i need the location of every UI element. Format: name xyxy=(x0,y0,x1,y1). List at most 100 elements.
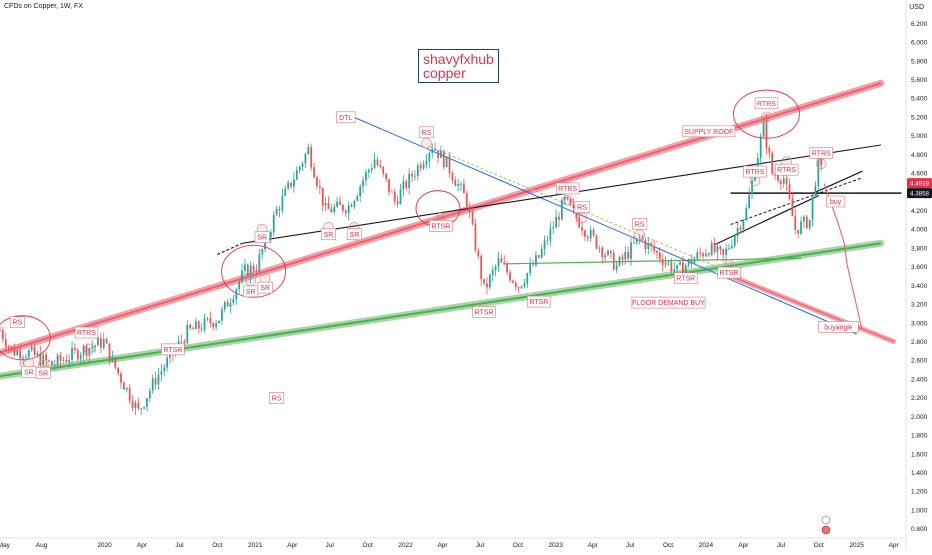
x-tick-label: 2025 xyxy=(849,542,864,549)
candle-body xyxy=(474,223,477,251)
candle-body xyxy=(491,270,494,275)
candle-body xyxy=(33,346,36,356)
candle-body xyxy=(483,278,485,284)
candle-body xyxy=(437,150,439,158)
candle-body xyxy=(696,252,699,259)
annotation: RTRS xyxy=(809,147,833,159)
candle-body xyxy=(212,323,215,327)
y-tick-label: 6.200 xyxy=(911,21,928,28)
candle-body xyxy=(707,253,710,256)
candle-body xyxy=(388,179,390,193)
candle-body xyxy=(710,242,713,256)
annotation-text: FLOOR DEMAND BUY xyxy=(632,300,705,307)
candle-body xyxy=(670,261,673,272)
y-tick-label: 3.400 xyxy=(911,283,928,290)
y-tick-label: 3.600 xyxy=(911,264,928,271)
candle-body xyxy=(607,250,609,256)
candle-body xyxy=(120,373,122,383)
candle-body xyxy=(419,165,422,169)
annotation: SR xyxy=(346,228,362,241)
candle-body xyxy=(589,230,592,239)
candle-body xyxy=(581,227,583,231)
candle-body xyxy=(595,235,598,249)
last-price-tag-box xyxy=(907,178,932,189)
candle-body xyxy=(97,337,99,346)
level-price-tag-text: 4.3858 xyxy=(910,191,929,198)
annotation: SR xyxy=(243,285,259,298)
candle-body xyxy=(428,153,431,162)
candle-body xyxy=(405,181,408,188)
annotation: RS xyxy=(574,201,590,213)
candle-body xyxy=(19,350,22,359)
y-tick-label: 3.800 xyxy=(911,245,928,252)
candle-body xyxy=(353,200,356,207)
candle-body xyxy=(771,152,774,174)
candle-body xyxy=(318,186,321,188)
x-tick-label: Apr xyxy=(889,542,900,549)
annotation-text: SR xyxy=(257,235,267,242)
candle-body xyxy=(94,345,96,347)
candle-body xyxy=(333,206,336,213)
candle-body xyxy=(425,161,428,165)
candle-body xyxy=(13,348,16,356)
candle-body xyxy=(157,374,160,385)
annotation-text: RTRS xyxy=(812,150,831,157)
annotation-text: RS xyxy=(635,221,645,228)
candle-body xyxy=(140,408,143,410)
candle-body xyxy=(609,250,612,253)
candle-body xyxy=(451,173,454,181)
candle-body xyxy=(146,398,148,408)
y-tick-label: 4.600 xyxy=(911,171,928,178)
range-support-line xyxy=(505,257,802,265)
candle-body xyxy=(111,357,114,362)
annotation: RTRS xyxy=(74,326,99,339)
candle-body xyxy=(434,148,436,151)
annotation: SR xyxy=(254,231,270,243)
candle-body xyxy=(457,184,460,186)
candle-body xyxy=(627,252,630,259)
candle-body xyxy=(454,180,457,186)
candle-body xyxy=(422,164,425,169)
zone-circle xyxy=(0,315,51,361)
annotation-box xyxy=(555,182,580,195)
x-tick-label: Oct xyxy=(212,542,222,549)
candle-body xyxy=(88,348,91,356)
candle-body xyxy=(414,175,416,177)
y-tick-label: 2.400 xyxy=(911,376,928,383)
candle-body xyxy=(195,321,197,330)
candle-body xyxy=(241,270,243,282)
candle-body xyxy=(693,258,696,264)
annotation: RTSR xyxy=(161,343,185,356)
x-tick-label: Jul xyxy=(626,542,635,549)
candle-body xyxy=(719,246,722,250)
annotation-box xyxy=(74,326,99,339)
annotation-box xyxy=(472,306,496,318)
candle-body xyxy=(448,156,451,174)
candle-body xyxy=(517,286,520,288)
candle-body xyxy=(385,173,388,180)
x-tick-label: Aug xyxy=(36,542,48,549)
candle-body xyxy=(546,240,549,242)
candle-body xyxy=(45,354,47,361)
candle-body xyxy=(411,173,413,177)
annotation-box xyxy=(717,266,741,279)
candle-body xyxy=(310,147,313,168)
candle-body xyxy=(523,283,526,287)
candle-body xyxy=(765,120,768,148)
candle-body xyxy=(261,249,264,255)
candle-body xyxy=(647,243,650,249)
candle-body xyxy=(777,175,779,181)
black-trend-extension xyxy=(217,242,243,255)
candle-body xyxy=(817,151,820,187)
candle-body xyxy=(808,219,811,229)
candle-body xyxy=(465,193,468,207)
x-tick-label: Jul xyxy=(326,542,335,549)
candle-body xyxy=(74,348,76,350)
y-tick-label: 5.800 xyxy=(911,58,928,65)
candle-body xyxy=(16,350,19,356)
annotation: SR xyxy=(21,366,37,378)
candle-body xyxy=(511,280,514,283)
candle-body xyxy=(408,173,411,188)
candle-body xyxy=(186,324,189,344)
candle-body xyxy=(281,195,284,211)
